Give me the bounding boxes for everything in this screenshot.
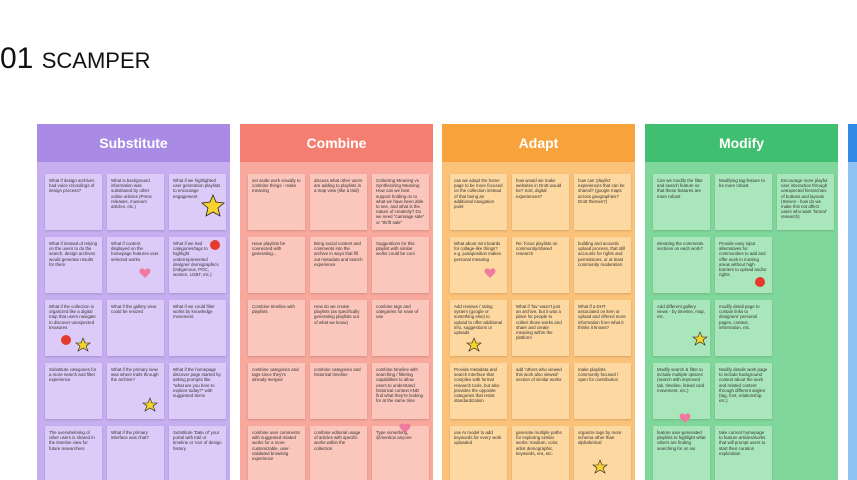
sticky-note: The overwhelming of other users is share… (45, 426, 102, 480)
column: Modify Can we modify the filter and searc… (645, 124, 838, 480)
sticky-note: What about mini boards for collage-like … (450, 237, 507, 293)
sticky-note: combine categories and tags since they'r… (248, 363, 305, 419)
sticky-note: Add reviews / rating system (google or s… (450, 300, 507, 356)
sticky-note: Provide easy input alternatives for comm… (715, 237, 772, 293)
sticky-note: What if design archives had voice record… (45, 174, 102, 230)
sticky-note: take current homepage to feature article… (715, 426, 772, 480)
sticky-note: organize tags by more schema other than … (574, 426, 631, 480)
sticky-note: how would we make websites in Drott woul… (512, 174, 569, 230)
sticky-note: Modify details work page to include back… (715, 363, 772, 419)
section-title: 01 SCAMPER (0, 42, 151, 76)
sticky-note: Substitute 'Date of' your portal with tr… (169, 426, 226, 480)
sticky-note: What if the homepage discover page start… (169, 363, 226, 419)
sticky-note: Bring social content and comments into t… (310, 237, 367, 293)
sticky-note: combine categories and historical timeli… (310, 363, 367, 419)
partial-column (848, 124, 857, 480)
sticky-note: Modifying tag feature to be more robust (715, 174, 772, 230)
sticky-note: combine timeline with searching / filter… (372, 363, 429, 419)
sticky-note: use AI model to add keywords for every w… (450, 426, 507, 480)
sticky-note: combine user comments with suggested rel… (248, 426, 305, 480)
sticky-note: combine editorial usage of articles with… (310, 426, 367, 480)
sticky-note: set aside work visually to combine thing… (248, 174, 305, 230)
sticky-note: Encourage more playful user interaction … (777, 174, 834, 230)
sticky-note: What if the primary view was where trail… (107, 363, 164, 419)
column: Adapt can we adapt the home page to be mo… (442, 124, 635, 480)
sticky-note: Can we modify the filter and search feat… (653, 174, 710, 230)
column-header: Combine (240, 124, 433, 162)
sticky-note: What if instead of relying on the users … (45, 237, 102, 293)
sticky-note: Suggestions for this playlist with simil… (372, 237, 429, 293)
sticky-note: What if 'fav' wasn't just an archive, bu… (512, 300, 569, 356)
sticky-note: can we adapt the home page to be more fo… (450, 174, 507, 230)
column-header (848, 124, 857, 162)
sticky-note: modify detail page to contain links to d… (715, 300, 772, 356)
sticky-note: make playlists community focused / open … (574, 363, 631, 419)
sticky-note: Add different gallery views - by timelin… (653, 300, 710, 356)
sticky-note: What if we highlighted user generation p… (169, 174, 226, 230)
sticky-note: What if the collection is organized like… (45, 300, 102, 356)
sticky-note: What if we could filter works by knowled… (169, 300, 226, 356)
sticky-note: discuss what other users are adding to p… (310, 174, 367, 230)
sticky-note: What if a DHT associated on item or uplo… (574, 300, 631, 356)
sticky-note: Type something, @mention anyone (372, 426, 429, 480)
sticky-note: elevating the comments sections on each … (653, 237, 710, 293)
sticky-note: How do we create playlists (as specifica… (310, 300, 367, 356)
column-header: Modify (645, 124, 838, 162)
sticky-note: Re: focus playlists on community/shared … (512, 237, 569, 293)
sticky-note: What if content displayed on the homepag… (107, 237, 164, 293)
sticky-note: What if the primary interface was chat? (107, 426, 164, 480)
column: Substitute What if design archives had vo… (37, 124, 230, 480)
column-header: Substitute (37, 124, 230, 162)
sticky-note: What if we had categories/tags to highli… (169, 237, 226, 293)
sticky-note: Have playlists be connected with generat… (248, 237, 305, 293)
sticky-note: Combine timeline with playlists (248, 300, 305, 356)
sticky-note: add 'others who viewed this work also vi… (512, 363, 569, 419)
sticky-note: Substitute categories for a more search … (45, 363, 102, 419)
sticky-note: combine tags and categories for ease of … (372, 300, 429, 356)
sticky-note: generate multiple paths for exploring si… (512, 426, 569, 480)
column-header: Adapt (442, 124, 635, 162)
sticky-note: Modify search & filter to include multip… (653, 363, 710, 419)
sticky-note: Collecting Meaning vs Synthesizing Meani… (372, 174, 429, 230)
section-number: 01 (0, 42, 34, 75)
sticky-note: What is background information was subst… (107, 174, 164, 230)
sticky-note: feature user-generated playlists to high… (653, 426, 710, 480)
sticky-note: What if the gallery view could be resize… (107, 300, 164, 356)
section-name: SCAMPER (41, 48, 151, 73)
sticky-note: Provide metadata and search interface th… (450, 363, 507, 419)
sticky-note: how can 'playlist' experiences that can … (574, 174, 631, 230)
column: Combine set aside work visually to combin… (240, 124, 433, 480)
sticky-note: building and acoustic upload process, th… (574, 237, 631, 293)
